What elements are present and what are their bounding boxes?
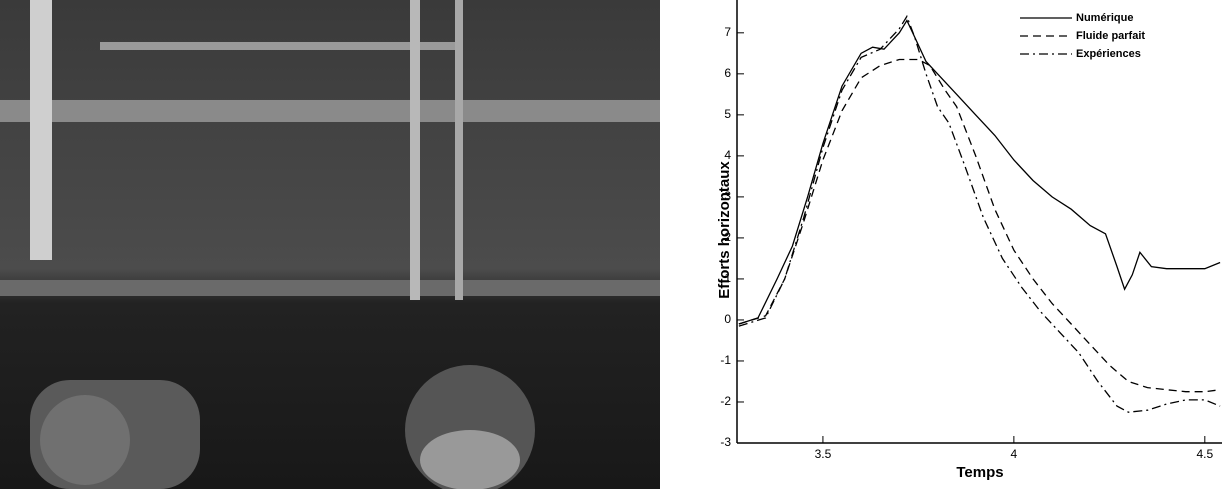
y-tick-label: 5 xyxy=(724,107,731,121)
x-tick-label: 3.5 xyxy=(815,447,832,461)
y-tick-label: 0 xyxy=(724,312,731,326)
y-tick-label: 7 xyxy=(724,25,731,39)
series-line xyxy=(738,19,1221,325)
y-tick-label: -1 xyxy=(720,353,731,367)
y-tick-label: -3 xyxy=(720,435,731,449)
y-tick-label: 1 xyxy=(724,271,731,285)
legend-label: Expériences xyxy=(1076,48,1141,60)
x-tick-label: 4 xyxy=(1011,447,1018,461)
y-tick-label: -2 xyxy=(720,394,731,408)
photo xyxy=(0,0,660,494)
x-axis-label: Temps xyxy=(956,464,1003,481)
series-line xyxy=(738,58,1221,393)
y-tick-label: 6 xyxy=(724,66,731,80)
chart: Efforts horizontaux Temps xyxy=(716,161,1004,481)
y-tick-label: 4 xyxy=(724,148,731,162)
y-tick-label: 3 xyxy=(724,189,731,203)
y-axis-label: Efforts horizontaux xyxy=(716,161,733,299)
legend-label: Numérique xyxy=(1076,12,1133,24)
series-line xyxy=(738,14,1221,413)
legend-label: Fluide parfait xyxy=(1076,30,1145,42)
x-tick-label: 4.5 xyxy=(1196,447,1213,461)
y-tick-label: 2 xyxy=(724,230,731,244)
